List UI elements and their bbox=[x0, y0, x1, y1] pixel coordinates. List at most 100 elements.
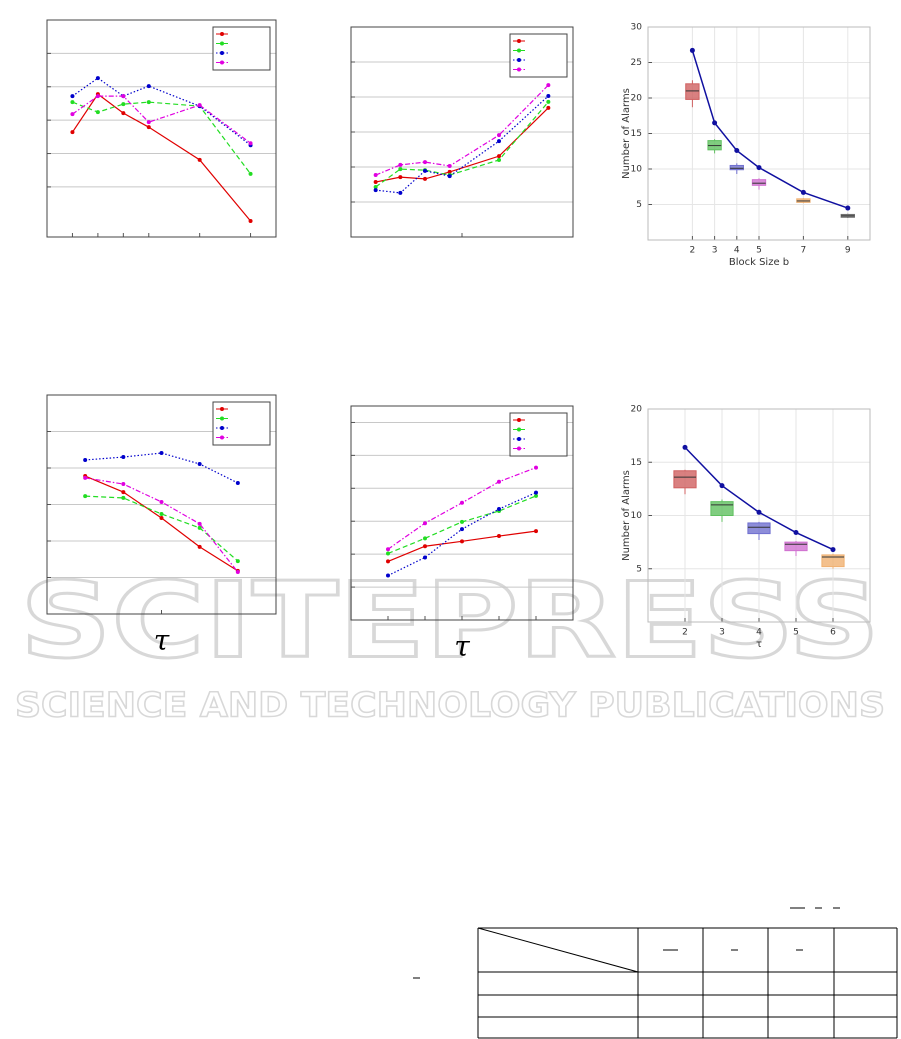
watermark: SCITEPRESS SCIENCE AND TECHNOLOGY PUBLIC… bbox=[14, 558, 886, 726]
point bbox=[712, 120, 718, 126]
x-axis-label: τ bbox=[454, 630, 470, 663]
point bbox=[793, 530, 799, 536]
y-tick-label: 10 bbox=[631, 165, 643, 175]
point bbox=[534, 490, 538, 495]
chart: 5 10 15 20 25 30 2 3 4 5 7 9 Block Size b Number of A… bbox=[621, 23, 871, 268]
point bbox=[95, 76, 100, 81]
chart: τ bbox=[350, 405, 574, 663]
point bbox=[546, 93, 551, 98]
point bbox=[70, 112, 75, 117]
point bbox=[373, 188, 378, 193]
point bbox=[197, 157, 202, 162]
y-tick-label: 10 bbox=[631, 511, 643, 521]
series-line bbox=[85, 477, 239, 573]
point bbox=[248, 141, 253, 146]
y-axis-label: Number of Alarms bbox=[621, 88, 632, 179]
watermark-subtitle: SCIENCE AND TECHNOLOGY PUBLICATIONS bbox=[15, 686, 885, 726]
point bbox=[497, 158, 501, 162]
point bbox=[734, 148, 740, 154]
y-tick-label: 5 bbox=[636, 564, 642, 574]
x-tick-label: 5 bbox=[756, 246, 762, 256]
legend-marker bbox=[220, 51, 224, 55]
point bbox=[121, 102, 126, 107]
point bbox=[460, 539, 464, 544]
x-tick-label: 2 bbox=[690, 246, 696, 256]
series-line bbox=[375, 95, 549, 194]
point bbox=[534, 465, 538, 470]
x-tick-label: 6 bbox=[830, 628, 836, 638]
legend-marker bbox=[220, 426, 224, 430]
point bbox=[386, 547, 390, 552]
plot-frame bbox=[350, 26, 574, 238]
y-tick-label: 5 bbox=[636, 200, 642, 210]
y-tick-label: 30 bbox=[631, 23, 643, 33]
series-line bbox=[85, 452, 239, 484]
point bbox=[534, 493, 538, 498]
point bbox=[682, 444, 688, 450]
legend-marker bbox=[220, 32, 224, 36]
series-line bbox=[72, 77, 251, 146]
point bbox=[121, 111, 126, 116]
point bbox=[460, 519, 464, 524]
point bbox=[159, 499, 164, 504]
x-axis-label: τ bbox=[756, 639, 762, 650]
point bbox=[197, 544, 202, 549]
point bbox=[398, 190, 403, 195]
chart: 5 10 15 20 2 3 4 5 6 τ Number of Alarms bbox=[621, 405, 871, 650]
y-tick-label: 15 bbox=[631, 129, 642, 139]
point bbox=[546, 105, 551, 110]
point bbox=[386, 573, 390, 578]
x-tick-label: 3 bbox=[719, 628, 725, 638]
point bbox=[447, 163, 452, 168]
point bbox=[423, 160, 427, 165]
series-line bbox=[84, 475, 239, 572]
y-tick-label: 25 bbox=[631, 58, 642, 68]
point bbox=[719, 483, 725, 489]
point bbox=[159, 511, 164, 516]
series-line bbox=[387, 530, 537, 562]
point bbox=[497, 139, 501, 144]
series-line bbox=[72, 101, 252, 175]
legend-marker bbox=[220, 407, 224, 411]
series-line bbox=[375, 84, 549, 176]
series-line bbox=[387, 467, 537, 550]
y-tick-label: 20 bbox=[631, 405, 643, 415]
point bbox=[423, 168, 427, 173]
point bbox=[235, 570, 240, 575]
point bbox=[83, 494, 88, 499]
legend-marker bbox=[517, 446, 521, 451]
point bbox=[159, 451, 164, 456]
legend-marker bbox=[517, 39, 521, 43]
box bbox=[821, 554, 845, 568]
point bbox=[95, 110, 100, 115]
point bbox=[146, 125, 151, 130]
point bbox=[497, 479, 501, 484]
point bbox=[497, 507, 501, 512]
point bbox=[756, 509, 762, 515]
table bbox=[413, 907, 898, 1039]
x-tick-label: 4 bbox=[756, 628, 762, 638]
legend-marker bbox=[220, 435, 224, 440]
point bbox=[373, 184, 378, 189]
point bbox=[497, 534, 501, 539]
point bbox=[146, 100, 151, 105]
point bbox=[197, 521, 202, 526]
point bbox=[546, 99, 551, 104]
x-tick-label: 5 bbox=[793, 628, 799, 638]
point bbox=[845, 205, 851, 211]
legend-marker bbox=[517, 418, 521, 422]
point bbox=[497, 133, 501, 138]
legend-marker bbox=[517, 67, 521, 72]
point bbox=[447, 169, 452, 174]
point bbox=[121, 94, 126, 99]
legend-marker bbox=[220, 416, 224, 421]
plot-frame bbox=[46, 19, 277, 238]
point bbox=[497, 154, 501, 159]
point bbox=[159, 516, 164, 521]
point bbox=[235, 559, 240, 564]
point bbox=[83, 475, 88, 480]
point bbox=[423, 536, 427, 541]
x-tick-label: 9 bbox=[845, 246, 851, 256]
series-line bbox=[71, 93, 252, 222]
